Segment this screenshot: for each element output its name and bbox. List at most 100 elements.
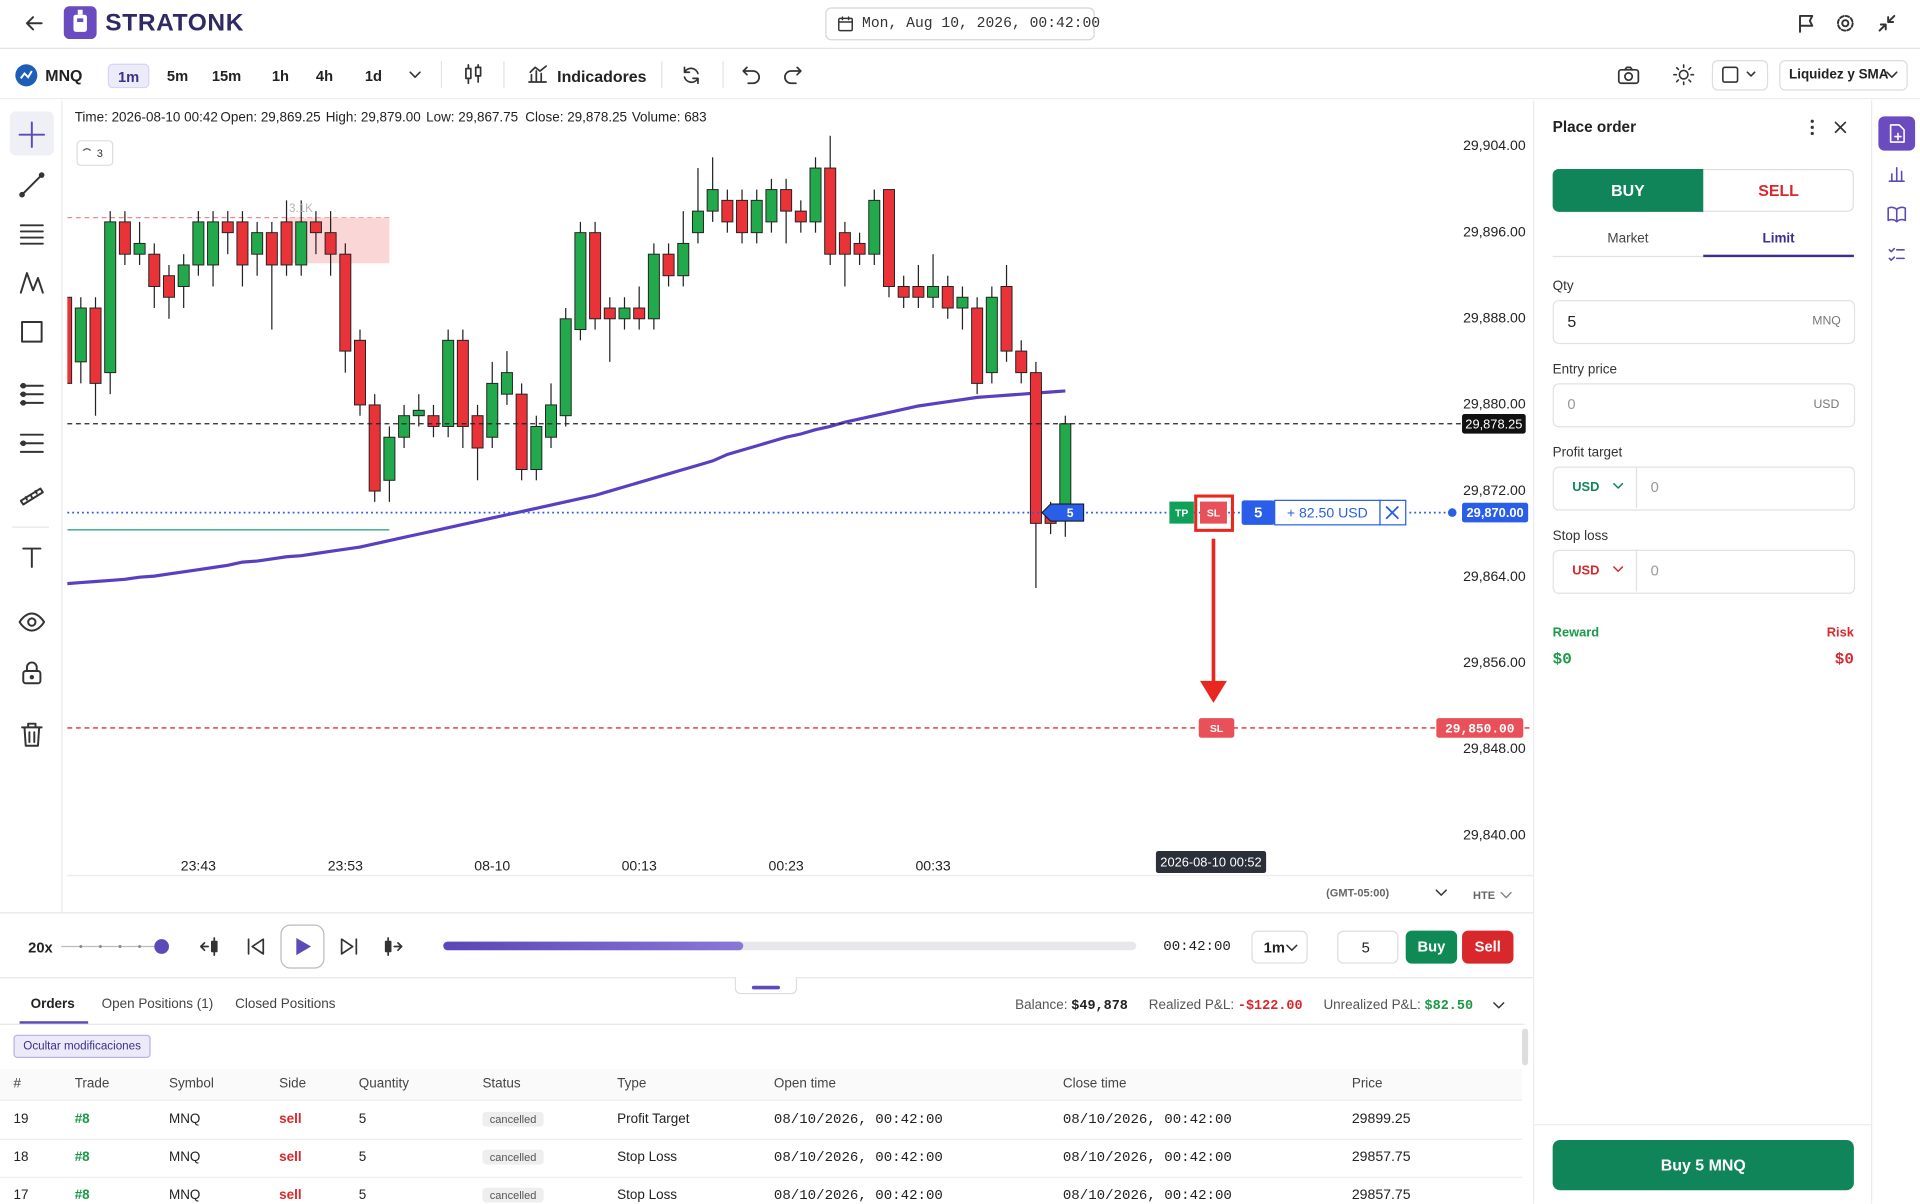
layout-select[interactable] [1779,60,1908,91]
bottom-tab[interactable]: Open Positions (1) [101,996,214,1012]
play-button[interactable] [291,936,313,958]
profit-input[interactable] [1552,466,1856,511]
table-scrollbar[interactable] [1522,1028,1529,1066]
stop-unit[interactable]: USD [1572,563,1600,578]
pattern-tool[interactable] [18,269,45,296]
qty-input[interactable] [1552,300,1856,345]
table-cell: MNQ [168,1149,201,1165]
stop-input[interactable] [1552,549,1856,594]
journal-icon[interactable] [1887,204,1907,224]
panel-chevron[interactable] [1493,1000,1505,1010]
crosshair-tool[interactable] [18,121,46,148]
table-header: Status [482,1076,521,1092]
submit-order[interactable]: Buy 5 MNQ [1552,1140,1854,1191]
timeframe-button[interactable]: 1h [271,67,289,85]
collapse-icon[interactable] [1877,13,1897,33]
text-tool[interactable] [18,544,45,571]
timezone[interactable]: (GMT-05:00) [1326,886,1390,899]
sma-line [67,389,1066,586]
step-back-button[interactable] [198,936,222,958]
indicators-icon[interactable] [527,64,549,85]
symbol[interactable]: MNQ [45,66,83,85]
timeframe-button[interactable]: 15m [211,67,242,85]
quick-quantity[interactable] [1337,930,1399,964]
position-tool[interactable] [18,381,45,408]
progress-track[interactable] [443,941,1137,951]
candle-body [398,415,411,438]
quick-buy[interactable]: Buy [1405,930,1458,964]
candle-body [515,393,528,471]
delete-tool[interactable] [18,721,45,748]
filter-chip[interactable]: Ocultar modificaciones [13,1034,151,1058]
timeframe-button[interactable]: 4h [315,67,334,85]
bottom-tab[interactable]: Closed Positions [235,996,336,1012]
date-picker[interactable] [825,7,1095,41]
bottom-tab[interactable]: Orders [30,996,75,1012]
visibility-tool[interactable] [18,609,46,636]
indicator-badge[interactable] [76,140,114,166]
order-cancel[interactable] [1379,499,1407,526]
order-line-handle[interactable] [1447,508,1457,517]
risk-label: Risk [1826,625,1854,641]
timeframe-dropdown[interactable] [408,69,423,81]
profit-unit[interactable]: USD [1572,480,1600,495]
candle-body [265,232,278,266]
panel-menu[interactable] [1805,119,1820,136]
trade-cell: #8 [74,1111,90,1127]
timeframe-button[interactable]: 1d [364,67,383,85]
limit-tab[interactable]: Limit [1762,231,1795,247]
timezone-chevron[interactable] [1435,888,1447,898]
layout-toggle[interactable] [1711,60,1769,91]
previous-button[interactable] [245,936,267,958]
buy-side[interactable]: BUY [1552,168,1704,212]
sell-side[interactable]: SELL [1758,181,1799,200]
speed-slider[interactable] [59,937,172,957]
side-cell: sell [279,1111,302,1127]
market-tab[interactable]: Market [1607,231,1649,247]
settings-icon[interactable] [1836,13,1856,33]
stats-icon[interactable] [1887,164,1907,184]
theme-icon[interactable] [1673,64,1695,86]
trade-cell: #8 [74,1149,90,1165]
back-button[interactable] [23,12,45,34]
indicators-button[interactable]: Indicadores [557,67,647,86]
levels-tool[interactable] [18,430,45,457]
time-cell: 08/10/2026, 00:42:00 [773,1187,943,1204]
entry-input[interactable] [1552,383,1856,428]
session[interactable]: HTE [1473,888,1496,902]
timeframe-button[interactable]: 5m [166,67,189,85]
fib-tool[interactable] [18,220,45,247]
flag-icon[interactable] [1796,13,1816,33]
play-button-frame[interactable] [280,924,325,969]
order-panel-icon[interactable] [1887,124,1907,144]
sl-button[interactable] [1200,501,1227,524]
order-pnl: + 82.50 USD [1287,505,1368,521]
candle-body [794,210,807,223]
refresh-icon[interactable] [681,65,702,86]
redo-icon[interactable] [782,65,803,86]
quick-sell[interactable]: Sell [1462,930,1514,964]
header [0,0,1920,49]
checklist-icon[interactable] [1887,245,1907,265]
lock-tool[interactable] [18,659,45,686]
camera-icon[interactable] [1617,65,1640,85]
shape-tool[interactable] [18,318,45,345]
table-row [0,1140,1523,1178]
stop-loss-tag[interactable] [1198,718,1235,738]
candle-body [1000,285,1013,352]
price-chart[interactable]: 3 Time: 2026-08-10 00:42 Open: 29,869.25 H… [0,100,1534,912]
interval: 1m [1263,939,1285,957]
next-button[interactable] [338,936,360,958]
chart-type-icon[interactable] [463,64,484,85]
step-forward-button[interactable] [381,936,405,958]
ruler-tool[interactable] [18,481,45,508]
session-chevron[interactable] [1500,890,1512,900]
table-cell: 17 [13,1187,29,1203]
interval-select[interactable] [1251,930,1308,964]
candle-body [618,307,631,320]
timeframe-button[interactable]: 1m [107,63,150,89]
tp-button[interactable] [1169,501,1194,524]
panel-close[interactable] [1833,120,1848,135]
undo-icon[interactable] [741,65,762,86]
line-tool[interactable] [18,171,45,198]
